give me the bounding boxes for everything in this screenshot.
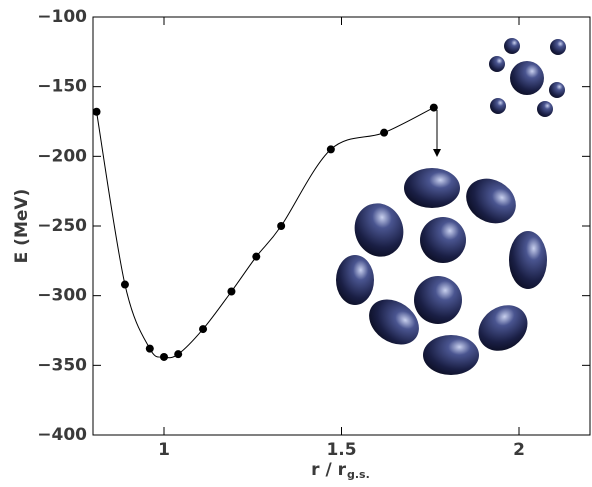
y-tick-label: −250 (37, 216, 87, 236)
data-point (120, 280, 129, 289)
x-axis-label: r / r (311, 460, 346, 480)
y-tick-label: −100 (37, 7, 87, 27)
data-point (429, 103, 438, 112)
y-axis-label: E (MeV) (12, 189, 32, 264)
x-tick-label: 1 (158, 440, 170, 460)
data-point (277, 222, 286, 230)
data-point (160, 352, 168, 361)
cluster-small (489, 38, 566, 117)
data-point (326, 145, 335, 154)
data-point (92, 107, 101, 116)
y-tick-label: −400 (37, 425, 87, 445)
y-tick-label: −200 (37, 146, 87, 166)
y-tick-label: −350 (37, 355, 87, 375)
data-point (199, 325, 208, 334)
data-point (174, 350, 183, 359)
data-point (227, 287, 236, 296)
data-point (252, 252, 261, 261)
y-tick-label: −300 (37, 286, 87, 306)
data-point (380, 128, 389, 137)
y-tick-label: −150 (37, 77, 87, 97)
x-tick-label: 2 (513, 440, 525, 460)
arrow (433, 110, 441, 157)
cluster-large (336, 168, 547, 375)
data-point (145, 344, 154, 353)
x-axis-label-subscript: g.s. (347, 468, 370, 481)
x-tick-label: 1.5 (326, 440, 356, 460)
